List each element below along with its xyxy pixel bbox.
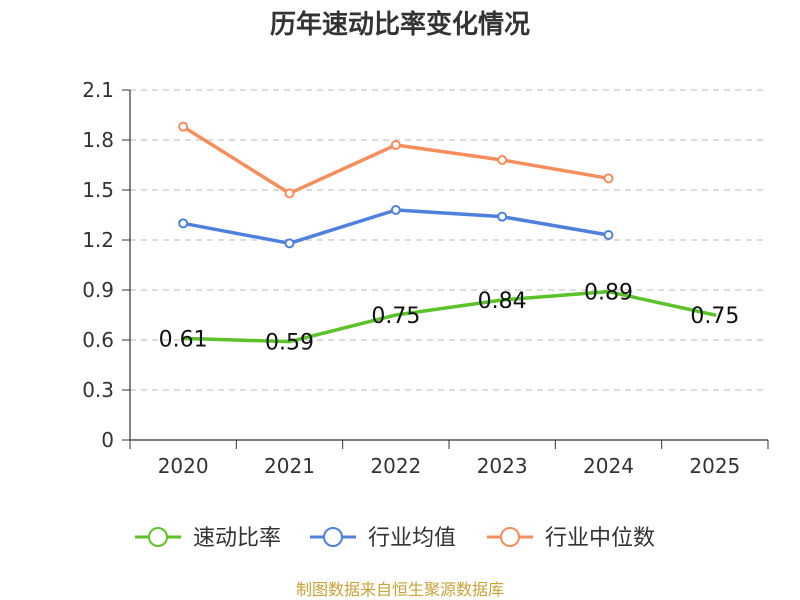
legend-label: 行业中位数 [545, 526, 655, 551]
legend-item-2[interactable]: 行业中位数 [487, 526, 655, 551]
data-label: 0.59 [265, 331, 314, 356]
data-point [497, 211, 508, 222]
legend-item-1[interactable]: 行业均值 [310, 526, 456, 551]
y-tick-label: 2.1 [82, 78, 114, 102]
y-tick-label: 1.5 [82, 178, 114, 202]
legend-marker [323, 527, 343, 547]
y-tick-label: 0.9 [82, 278, 114, 302]
y-tick-label: 0.6 [82, 328, 114, 352]
x-tick-label: 2021 [264, 454, 315, 478]
legend-label: 行业均值 [368, 526, 456, 551]
x-tick-label: 2023 [477, 454, 528, 478]
x-tick-label: 2022 [370, 454, 421, 478]
legend-label: 速动比率 [193, 526, 281, 551]
series-line-2 [181, 124, 611, 196]
data-point [497, 155, 508, 165]
chart-title: 历年速动比率变化情况 [270, 9, 530, 40]
series [178, 121, 717, 344]
x-tick-label: 2020 [158, 454, 209, 478]
y-tick-label: 1.8 [82, 128, 114, 152]
source-note: 制图数据来自恒生聚源数据库 [296, 580, 504, 599]
y-tick-label: 0.3 [82, 378, 114, 402]
y-tick-label: 0 [101, 428, 114, 452]
data-label: 0.84 [478, 289, 527, 314]
data-point [603, 173, 614, 184]
data-point [178, 121, 189, 132]
data-point [178, 218, 189, 229]
legend-item-0[interactable]: 速动比率 [135, 526, 281, 551]
data-label: 0.89 [584, 281, 633, 306]
legend-marker [148, 527, 168, 547]
legend-marker [500, 527, 520, 547]
x-tick-label: 2024 [583, 454, 634, 478]
gridlines [130, 89, 768, 391]
legend[interactable]: 速动比率 行业均值 行业中位数 [135, 526, 655, 551]
data-point [284, 238, 295, 249]
data-point [603, 230, 614, 240]
data-label: 0.75 [690, 304, 739, 329]
x-tick-label: 2025 [689, 454, 740, 478]
data-labels: 0.61 0.59 0.75 0.84 0.89 0.75 [159, 281, 740, 356]
series-line-0 [181, 289, 717, 344]
data-point [390, 140, 401, 150]
data-point [390, 205, 401, 215]
data-label: 0.61 [159, 327, 208, 352]
data-label: 0.75 [371, 304, 420, 329]
axes: 0 0.3 0.6 0.9 1.2 1.5 1.8 2.1 2020 2021 2022 2023 20… [82, 78, 769, 478]
y-tick-label: 1.2 [82, 228, 114, 252]
data-point [284, 188, 295, 199]
